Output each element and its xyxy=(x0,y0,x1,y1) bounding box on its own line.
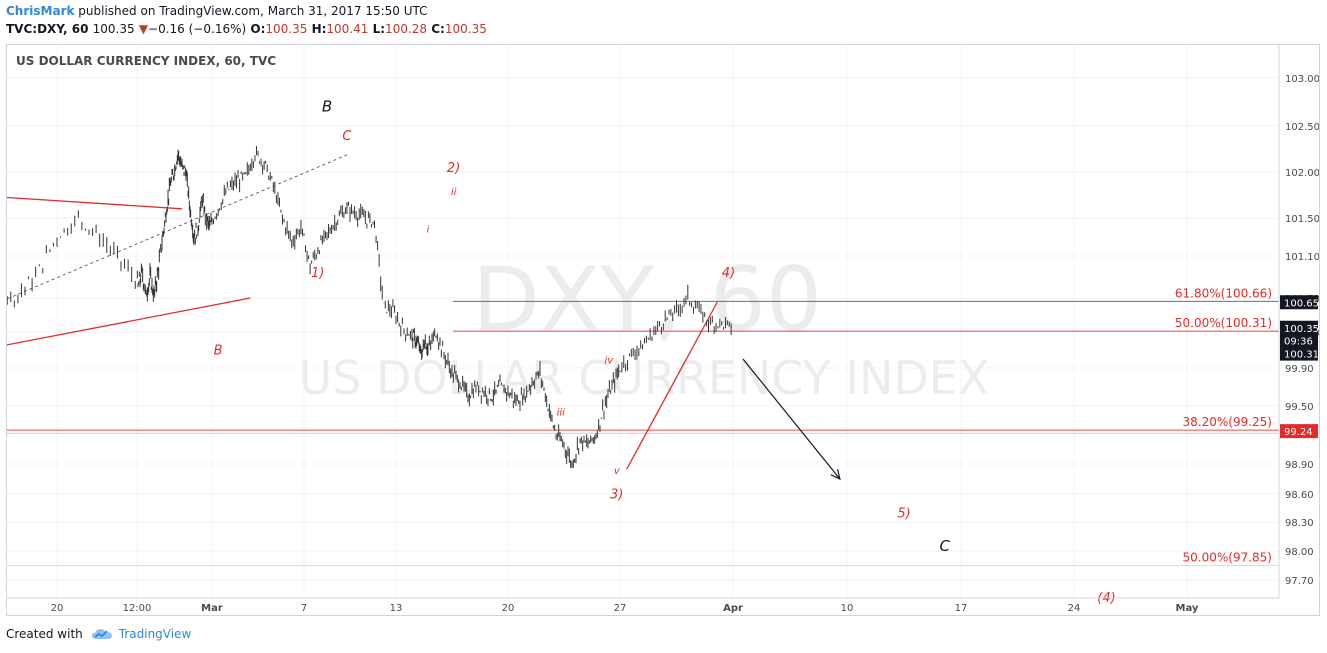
chart-title: US DOLLAR CURRENCY INDEX, 60, TVC xyxy=(16,54,276,68)
price-tag xyxy=(1280,346,1318,361)
wave-label: 5) xyxy=(897,506,910,521)
time-axis-tick: 13 xyxy=(390,603,403,614)
fib-level-label: 38.20%(99.25) xyxy=(1183,415,1272,429)
time-axis-tick: 27 xyxy=(614,603,627,614)
wave-label: B xyxy=(214,344,223,359)
close-value: 100.35 xyxy=(444,22,487,36)
price-axis-tick: 99.50 xyxy=(1285,402,1314,413)
price-axis-tick: 98.60 xyxy=(1285,490,1314,501)
time-axis-tick: Mar xyxy=(201,603,223,614)
price-axis-tick: 102.00 xyxy=(1285,168,1319,179)
footer: Created with TradingView xyxy=(6,627,191,641)
symbol-summary: TVC:DXY, 60 100.35 ▼−0.16 (−0.16%) O:100… xyxy=(6,22,487,36)
high-label: H: xyxy=(311,22,327,36)
wave-label: 3) xyxy=(610,488,623,503)
price-tag-label: 100.35 xyxy=(1284,324,1319,335)
price-tag-label: 100.31 xyxy=(1284,350,1319,361)
price-axis-tick: 101.10 xyxy=(1285,252,1319,263)
grid-lines xyxy=(7,45,1279,598)
wave-label: i xyxy=(427,224,430,235)
wave-label: C xyxy=(342,129,352,144)
watermark-name: US DOLLAR CURRENCY INDEX xyxy=(299,351,990,405)
price-series xyxy=(7,146,732,469)
price-axis-tick: 103.00 xyxy=(1285,74,1319,85)
price-tag xyxy=(1280,295,1318,310)
time-axis-tick: 10 xyxy=(841,603,854,614)
wave-label: 2) xyxy=(447,161,460,176)
fib-level-label: 61.80%(100.66) xyxy=(1175,286,1272,300)
price-axis-tick: 98.90 xyxy=(1285,460,1314,471)
created-with-text: Created with xyxy=(6,627,83,641)
time-axis-tick: Apr xyxy=(723,603,743,614)
price-axis-tick: 98.00 xyxy=(1285,547,1314,558)
wave-label: v xyxy=(614,466,621,477)
low-label: L: xyxy=(372,22,386,36)
upper-red-line xyxy=(7,196,183,210)
down-arrow-icon: ▼ xyxy=(138,22,149,36)
price-change: −0.16 (−0.16%) xyxy=(148,22,247,36)
price-axis-tick: 98.30 xyxy=(1285,518,1314,529)
price-tag-label: 99.24 xyxy=(1284,427,1313,438)
published-text: published on TradingView.com, March 31, … xyxy=(78,4,428,18)
wave-label: C xyxy=(939,537,950,555)
projection-arrow-head xyxy=(830,469,841,481)
wave-label: ii xyxy=(451,187,457,198)
fib-level-label: 50.00%(100.31) xyxy=(1175,316,1272,330)
open-label: O: xyxy=(250,22,266,36)
price-tag-label: 09:36 xyxy=(1284,337,1313,348)
chart-frame[interactable]: DXY, 60 US DOLLAR CURRENCY INDEX US DOLLAR… xyxy=(6,44,1320,616)
time-axis-tick: 12:00 xyxy=(123,603,152,614)
low-value: 100.28 xyxy=(385,22,428,36)
lower-red-line xyxy=(7,297,251,346)
last-price: 100.35 xyxy=(92,22,135,36)
open-value: 100.35 xyxy=(265,22,308,36)
time-axis-tick: May xyxy=(1176,603,1199,614)
price-tag xyxy=(1280,424,1318,439)
tradingview-brand[interactable]: TradingView xyxy=(91,627,192,641)
wave-label: 4) xyxy=(722,266,735,281)
high-value: 100.41 xyxy=(326,22,369,36)
wave-label: (4) xyxy=(1097,591,1115,606)
wave-label: B xyxy=(322,98,332,116)
price-tag xyxy=(1280,320,1318,335)
wave-label: iv xyxy=(604,356,614,367)
author-name[interactable]: ChrisMark xyxy=(6,4,75,18)
price-axis-tick: 99.90 xyxy=(1285,364,1314,375)
price-tag-label: 100.65 xyxy=(1284,298,1319,309)
dashed-trend xyxy=(7,153,351,300)
watermark-symbol: DXY, 60 xyxy=(472,248,822,351)
price-axis-tick: 97.70 xyxy=(1285,576,1314,587)
wave4-trend xyxy=(626,301,718,470)
publish-info: ChrisMark published on TradingView.com, … xyxy=(6,4,428,18)
fib-level-label: 50.00%(97.85) xyxy=(1183,551,1272,565)
symbol-label: TVC:DXY, 60 xyxy=(6,22,89,36)
wave-label: iii xyxy=(557,408,566,419)
tradingview-link[interactable]: TradingView xyxy=(118,627,192,641)
time-axis-tick: 20 xyxy=(502,603,515,614)
wave-label: 1) xyxy=(311,266,324,281)
price-tag xyxy=(1280,333,1318,348)
projection-arrow-line xyxy=(742,358,841,480)
price-axis-tick: 101.50 xyxy=(1285,214,1319,225)
time-axis-tick: 7 xyxy=(301,603,307,614)
close-label: C: xyxy=(431,22,445,36)
time-axis-tick: 24 xyxy=(1068,603,1081,614)
price-axis-tick: 102.50 xyxy=(1285,122,1319,133)
tradingview-cloud-icon xyxy=(91,629,112,639)
time-axis-tick: 17 xyxy=(955,603,968,614)
time-axis-tick: 20 xyxy=(51,603,64,614)
